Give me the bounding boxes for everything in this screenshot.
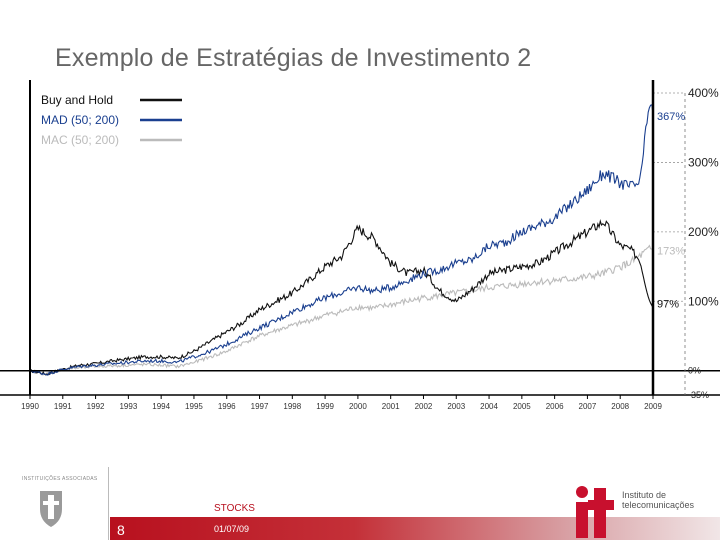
- legend-label-2: MAC (50; 200): [41, 133, 119, 147]
- annotation-1: 173%: [657, 246, 685, 258]
- slide-title: Exemplo de Estratégias de Investimento 2: [55, 44, 532, 72]
- annotation-2: 97%: [657, 298, 679, 310]
- series-line-1: [29, 104, 654, 376]
- gridlines: [653, 92, 685, 302]
- x-tick-label-12: 2002: [415, 402, 433, 411]
- y-tick-label-4: 0%: [688, 366, 701, 376]
- investment-chart: 1990 1991 1992 1993 1994 1995 1996 1997 1998 1999…: [0, 80, 720, 411]
- y-tick-label-3: 100%: [688, 294, 719, 308]
- x-tick-label-1: 1991: [54, 402, 72, 411]
- x-tick-label-18: 2008: [611, 402, 629, 411]
- x-tick-labels: 1990 1991 1992 1993 1994 1995 1996 1997 1998 1999…: [21, 395, 662, 411]
- x-tick-label-8: 1998: [283, 402, 301, 411]
- x-tick-label-14: 2004: [480, 402, 498, 411]
- x-tick-label-10: 2000: [349, 402, 367, 411]
- ist-logo-icon: [40, 491, 62, 527]
- x-tick-label-7: 1997: [251, 402, 269, 411]
- footer-divider: [108, 467, 109, 540]
- y-tick-labels: 400% 300% 200% 100% 0% -35%: [688, 86, 719, 400]
- it-logo-line1: Instituto de: [622, 490, 667, 500]
- x-tick-label-6: 1996: [218, 402, 236, 411]
- footer-date: 01/07/09: [214, 524, 250, 534]
- x-tick-label-16: 2006: [546, 402, 564, 411]
- x-tick-label-2: 1992: [87, 402, 105, 411]
- series-lines: [29, 104, 654, 376]
- annotation-0: 367%: [657, 111, 685, 123]
- it-logo-text: Instituto de telecomunicações: [622, 490, 694, 510]
- x-tick-label-4: 1994: [152, 402, 170, 411]
- legend: Buy and Hold MAD (50; 200) MAC (50; 200): [41, 93, 182, 147]
- legend-label-1: MAD (50; 200): [41, 113, 119, 127]
- end-annotations: 367% 173% 97%: [657, 111, 685, 310]
- x-tick-label-3: 1993: [119, 402, 137, 411]
- y-tick-label-0: 400%: [688, 86, 719, 100]
- y-tick-label-5: -35%: [688, 390, 709, 400]
- axis-lines: [0, 80, 720, 396]
- page-number: 8: [117, 522, 125, 538]
- x-tick-label-17: 2007: [579, 402, 597, 411]
- x-tick-label-19: 2009: [644, 402, 662, 411]
- x-tick-label-0: 1990: [21, 402, 39, 411]
- footer-section-label: STOCKS: [214, 503, 255, 514]
- x-tick-label-13: 2003: [447, 402, 465, 411]
- x-tick-label-15: 2005: [513, 402, 531, 411]
- y-tick-label-1: 300%: [688, 155, 719, 169]
- series-line-2: [29, 244, 654, 376]
- institution-label: INSTITUIÇÕES ASSOCIADAS: [22, 476, 98, 482]
- footer-band: [110, 517, 720, 540]
- y-tick-label-2: 200%: [688, 225, 719, 239]
- x-tick-label-5: 1995: [185, 402, 203, 411]
- x-tick-label-11: 2001: [382, 402, 400, 411]
- legend-label-0: Buy and Hold: [41, 93, 113, 107]
- x-tick-label-9: 1999: [316, 402, 334, 411]
- it-logo-line2: telecomunicações: [622, 500, 695, 510]
- it-logo-icon: [576, 486, 614, 538]
- series-line-0: [29, 219, 654, 376]
